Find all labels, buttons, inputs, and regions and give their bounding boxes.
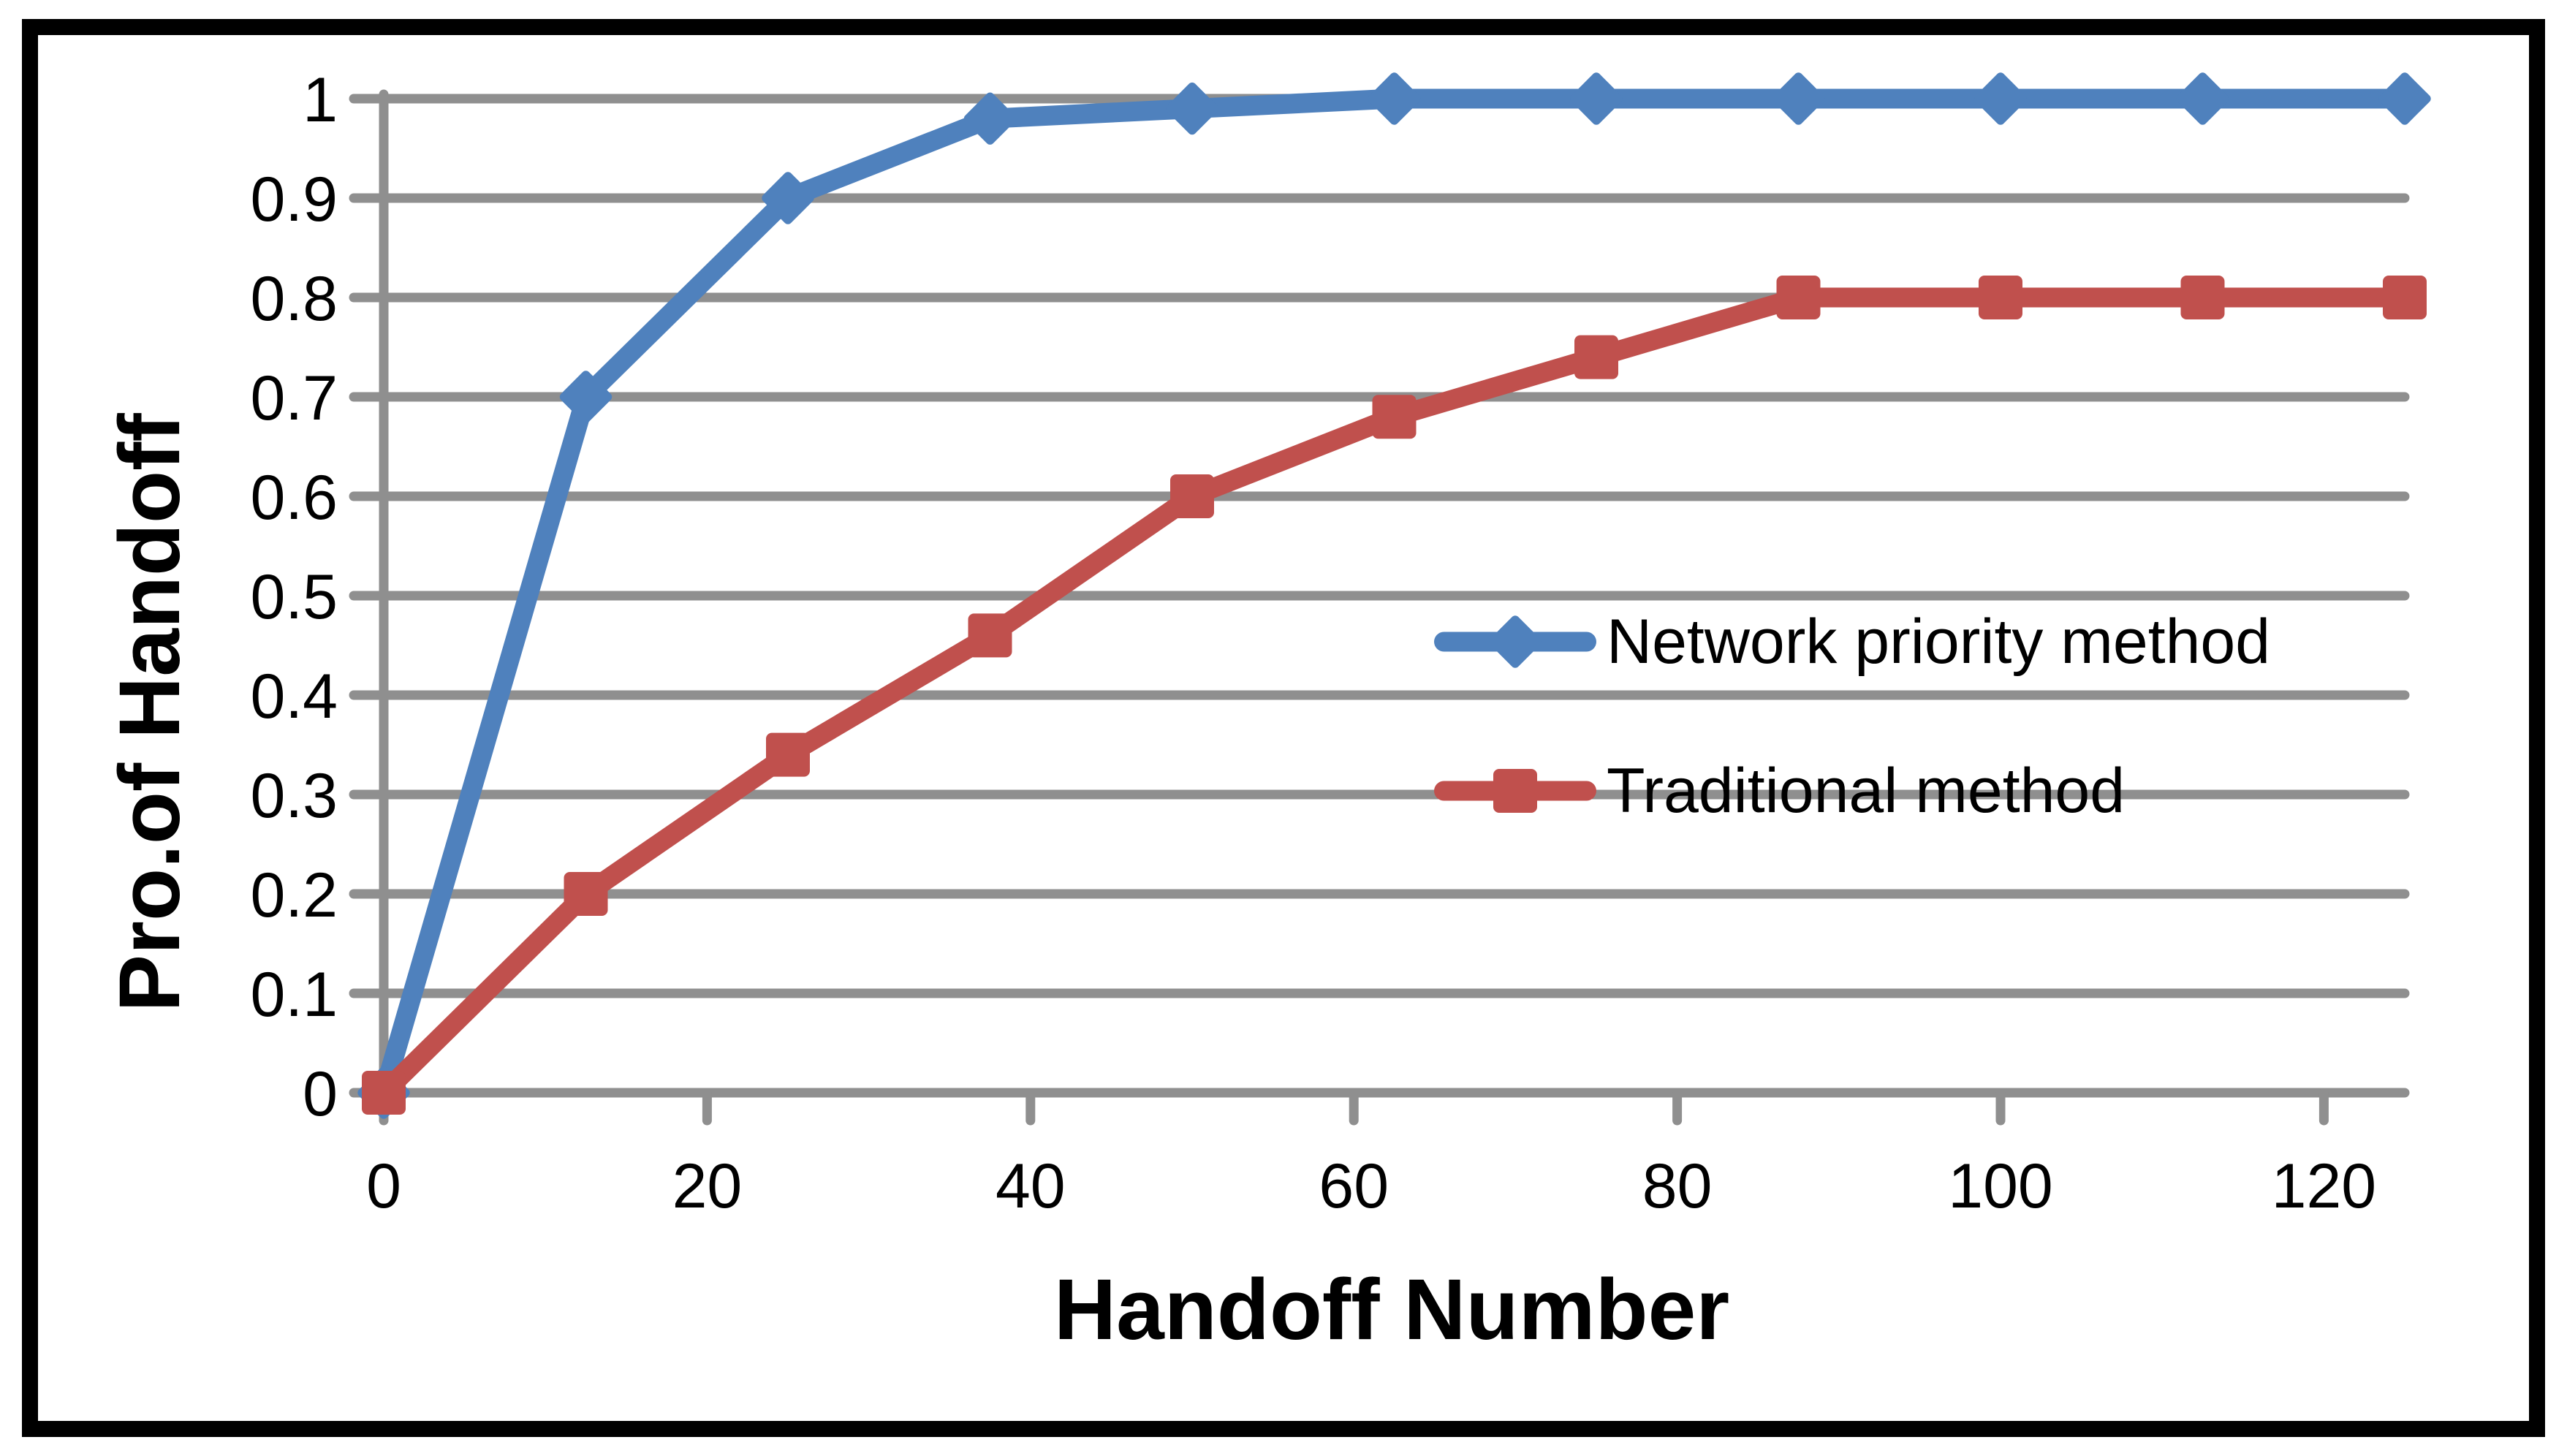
y-tick-label: 0.7	[250, 363, 338, 433]
legend-item-network-priority: Network priority method	[1434, 604, 2270, 680]
data-marker-square	[1574, 335, 1618, 379]
y-tick-label: 0.1	[250, 960, 338, 1030]
data-marker-diamond	[559, 371, 613, 423]
data-marker-square	[564, 872, 608, 916]
x-tick-label: 60	[1319, 1151, 1389, 1221]
x-tick-label: 100	[1948, 1151, 2053, 1221]
data-marker-diamond	[762, 172, 814, 224]
x-tick-label: 20	[672, 1151, 743, 1221]
data-marker-diamond	[1368, 72, 1421, 125]
data-marker-diamond	[2176, 72, 2229, 125]
data-marker-square	[362, 1071, 406, 1115]
data-marker-square	[2180, 276, 2225, 319]
y-tick-label: 0.9	[250, 164, 338, 235]
y-tick-label: 0.2	[250, 860, 338, 930]
data-marker-square	[766, 732, 810, 777]
data-marker-square	[1170, 474, 1214, 518]
data-marker-square	[1776, 276, 1821, 319]
data-marker-diamond	[1974, 72, 2027, 125]
data-marker-diamond	[1570, 72, 1623, 125]
y-tick-label: 0.8	[250, 264, 338, 334]
chart-frame	[22, 19, 2545, 1437]
y-tick-label: 0.3	[250, 761, 338, 831]
data-marker-square	[968, 613, 1012, 658]
y-tick-label: 0	[303, 1059, 338, 1129]
data-marker-square	[1979, 276, 2022, 319]
x-axis-title: Handoff Number	[1053, 1262, 1730, 1358]
data-marker-diamond	[2378, 72, 2431, 125]
data-marker-square	[2383, 276, 2427, 319]
data-marker-square	[1372, 395, 1417, 439]
data-marker-diamond	[963, 92, 1017, 145]
data-marker-diamond	[1772, 72, 1825, 125]
square-marker-icon	[1493, 769, 1537, 813]
legend-label-network-priority: Network priority method	[1607, 607, 2271, 677]
x-tick-label: 0	[366, 1151, 401, 1221]
x-tick-label: 120	[2272, 1151, 2377, 1221]
legend-key-network-priority	[1434, 604, 1596, 680]
y-tick-label: 1	[303, 65, 338, 135]
x-tick-label: 80	[1642, 1151, 1713, 1221]
legend-item-traditional: Traditional method	[1434, 753, 2125, 829]
legend-label-traditional: Traditional method	[1607, 756, 2126, 826]
y-tick-label: 0.5	[250, 562, 338, 632]
data-marker-diamond	[1166, 82, 1218, 135]
x-tick-label: 40	[996, 1151, 1066, 1221]
y-tick-label: 0.6	[250, 463, 338, 533]
y-tick-label: 0.4	[250, 661, 338, 732]
legend-key-traditional	[1434, 753, 1596, 829]
